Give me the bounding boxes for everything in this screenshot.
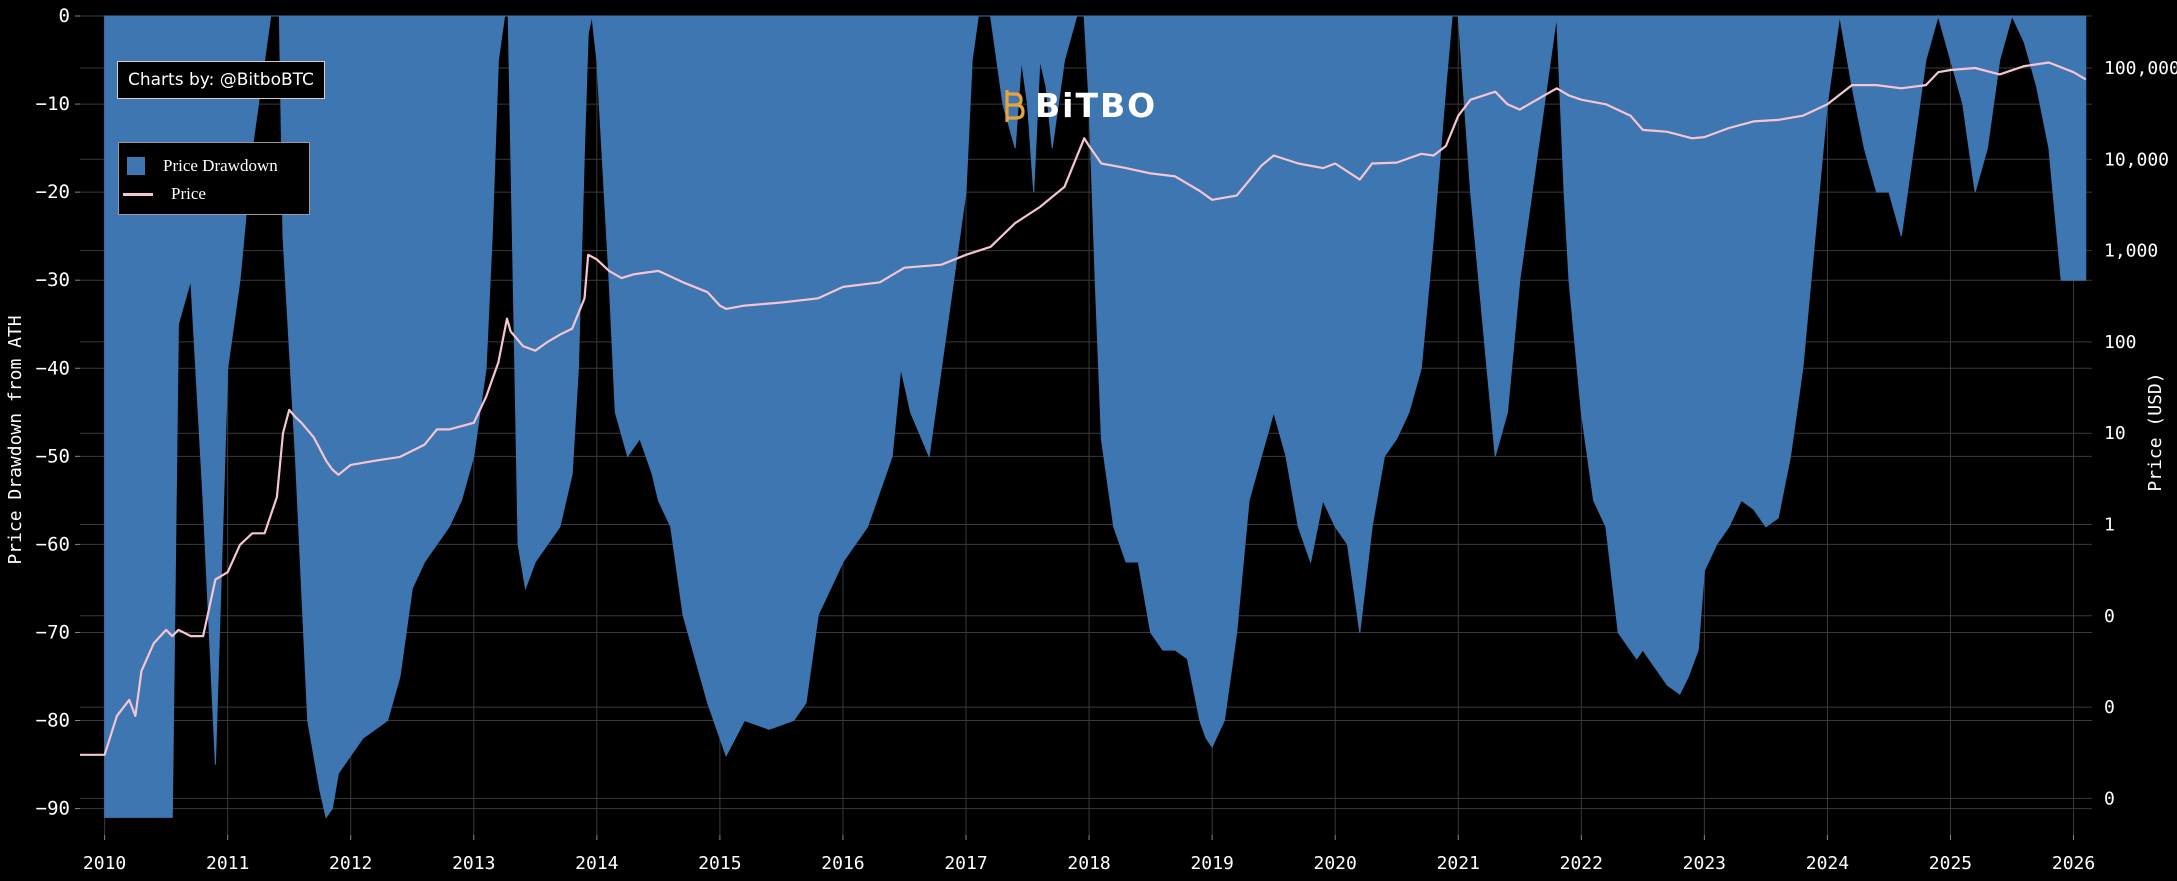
- right-tick-label: 1: [2104, 515, 2115, 536]
- x-tick-label: 2019: [1190, 853, 1233, 874]
- x-tick-label: 2017: [944, 853, 987, 874]
- left-tick-label: −70: [36, 621, 70, 643]
- right-tick-label: 0: [2104, 880, 2115, 881]
- legend: Price Drawdown Price: [118, 142, 310, 215]
- right-tick-label: 100: [2104, 332, 2137, 353]
- right-tick-label: 10: [2104, 423, 2126, 444]
- price-line: [80, 61, 2087, 756]
- left-tick-label: −50: [36, 445, 70, 467]
- price-drawdown-area: [104, 14, 2087, 819]
- right-tick-label: 0: [2104, 697, 2115, 718]
- x-tick-label: 2018: [1067, 853, 1110, 874]
- bitbo-logo: BiTBO: [1003, 86, 1157, 125]
- x-tick-label: 2016: [821, 853, 864, 874]
- left-tick-label: −80: [36, 710, 70, 732]
- legend-label-drawdown: Price Drawdown: [163, 156, 278, 175]
- left-tick-label: −20: [36, 181, 70, 203]
- left-axis-ticks: 0 −10 −20 −30 −40 −50 −60 −70 −80 −90: [36, 5, 80, 820]
- x-tick-label: 2012: [329, 853, 372, 874]
- right-tick-label: 0: [2104, 788, 2115, 809]
- left-tick-label: −60: [36, 533, 70, 555]
- left-tick-label: −30: [36, 269, 70, 291]
- legend-label-price: Price: [171, 184, 206, 203]
- x-tick-label: 2026: [2052, 853, 2095, 874]
- y-left-axis-title: Price Drawdown from ATH: [5, 315, 26, 564]
- left-tick-label: −40: [36, 357, 70, 379]
- x-axis-ticks: 2010 2011 2012 2013 2014 2015 2016 2017 2018 2019…: [83, 835, 2095, 874]
- x-tick-label: 2025: [1929, 853, 1972, 874]
- x-tick-label: 2021: [1437, 853, 1480, 874]
- left-tick-label: 0: [59, 5, 70, 27]
- left-tick-label: −10: [36, 93, 70, 115]
- legend-item-drawdown[interactable]: Price Drawdown: [127, 154, 278, 178]
- x-tick-label: 2022: [1560, 853, 1603, 874]
- x-tick-label: 2023: [1683, 853, 1726, 874]
- logo-text: BiTBO: [1035, 86, 1158, 125]
- right-tick-label: 10,000: [2104, 149, 2169, 170]
- x-tick-label: 2010: [83, 853, 126, 874]
- x-tick-label: 2024: [1806, 853, 1849, 874]
- x-tick-label: 2014: [575, 853, 618, 874]
- legend-item-price[interactable]: Price: [123, 182, 206, 206]
- y-right-axis-title: Price (USD): [2145, 372, 2166, 491]
- right-tick-label: 0: [2104, 606, 2115, 627]
- bitcoin-b-logo-icon: [1005, 89, 1025, 122]
- left-tick-label: −90: [36, 798, 70, 820]
- drawdown-swatch-icon: [127, 157, 145, 175]
- x-tick-label: 2015: [698, 853, 741, 874]
- right-tick-label: 100,000: [2104, 58, 2177, 79]
- chart-credit: Charts by: @BitboBTC: [117, 61, 325, 99]
- x-tick-label: 2020: [1314, 853, 1357, 874]
- x-tick-label: 2011: [206, 853, 249, 874]
- price-line-swatch-icon: [123, 192, 153, 196]
- x-tick-label: 2013: [452, 853, 495, 874]
- right-tick-label: 1,000: [2104, 241, 2158, 262]
